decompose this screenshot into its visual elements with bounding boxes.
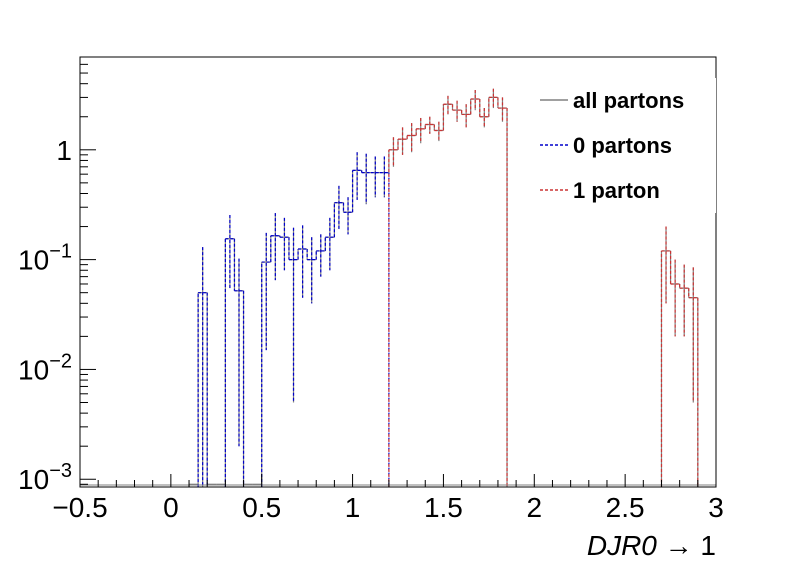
x-axis-suffix: → 1 — [657, 530, 716, 561]
legend: all partons 0 partons 1 parton — [536, 78, 716, 213]
y-tick-label: 1 — [56, 135, 72, 166]
legend-label-zero: 0 partons — [573, 133, 672, 158]
y-tick-exponent: −2 — [49, 350, 72, 372]
legend-label-all: all partons — [573, 88, 684, 113]
y-tick-label: 10−1 — [18, 241, 72, 276]
plot-frame — [79, 56, 717, 488]
x-tick-label: 1.5 — [424, 492, 463, 523]
x-axis-variable: DJR0 — [587, 530, 657, 561]
x-tick-label: 0 — [163, 492, 179, 523]
y-tick-exponent: −1 — [49, 241, 72, 263]
x-tick-label: 2.5 — [606, 492, 645, 523]
y-tick-base: 10 — [18, 464, 49, 495]
y-tick-base: 10 — [18, 354, 49, 385]
y-tick-label: 10−3 — [18, 460, 72, 495]
x-tick-label: 0.5 — [242, 492, 281, 523]
axes-layer: −0.5 0 0.5 1 1.5 2 2.5 310−310−210−11 — [18, 56, 724, 523]
x-tick-label: 2 — [526, 492, 542, 523]
series-one — [388, 88, 699, 487]
legend-label-one: 1 parton — [573, 178, 660, 203]
y-tick-label: 10−2 — [18, 350, 72, 385]
x-tick-label: −0.5 — [52, 492, 107, 523]
x-tick-label: 3 — [708, 492, 724, 523]
data-layer — [80, 88, 716, 487]
x-axis-title: DJR0 → 1 — [587, 530, 716, 561]
x-tick-label: 1 — [345, 492, 361, 523]
y-tick-exponent: −3 — [49, 460, 72, 482]
y-tick-base: 10 — [18, 245, 49, 276]
